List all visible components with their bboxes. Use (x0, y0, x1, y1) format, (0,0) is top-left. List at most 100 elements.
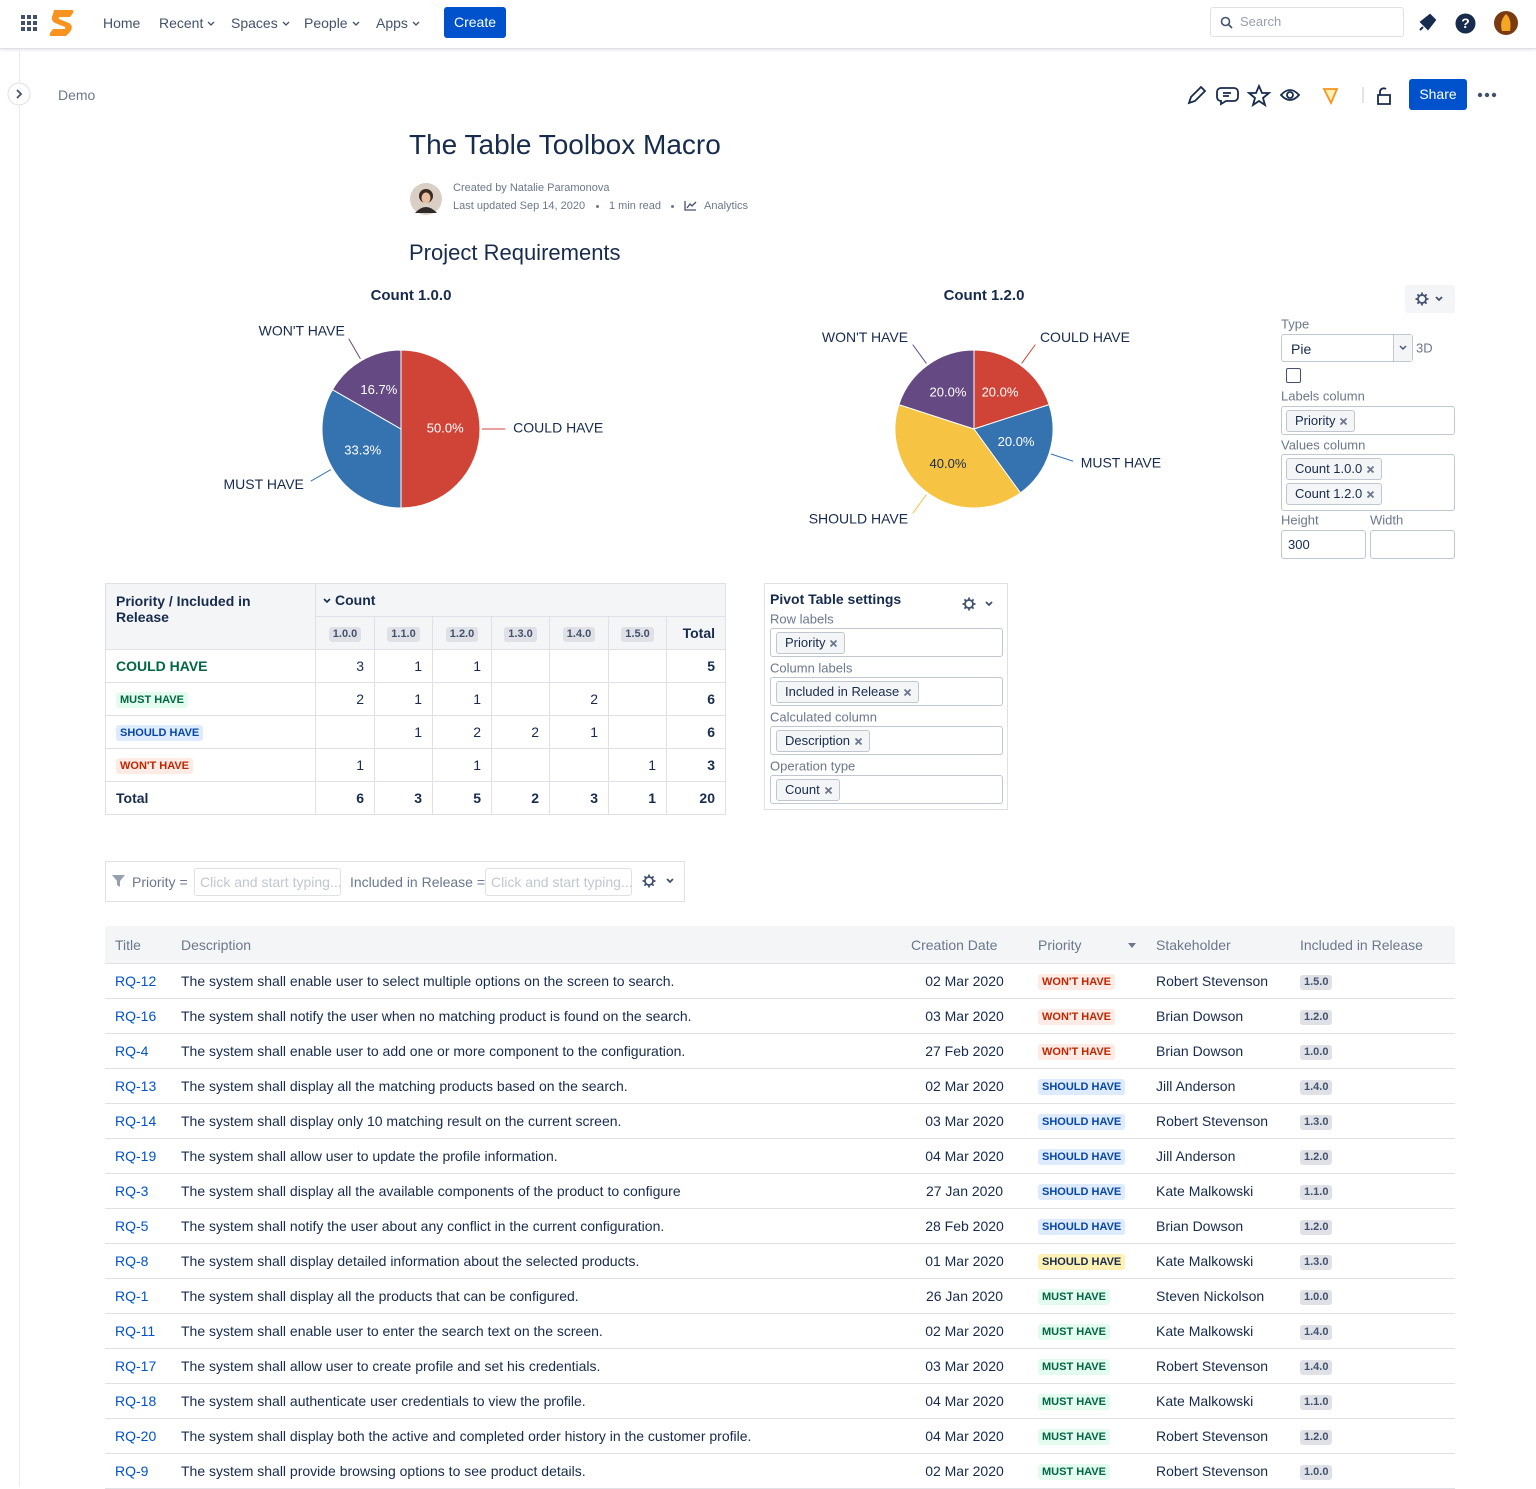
notifications-icon[interactable] (1417, 13, 1437, 33)
priority-cell: MUST HAVE (1028, 1313, 1146, 1349)
nav-item[interactable]: People (304, 14, 361, 32)
requirement-link[interactable]: RQ-17 (115, 1358, 157, 1374)
sidebar-toggle[interactable] (7, 82, 31, 106)
restrictions-icon[interactable] (1377, 87, 1391, 105)
slice-label: MUST HAVE (1081, 454, 1161, 470)
column-header[interactable]: Creation Date (901, 926, 1028, 964)
icon-part (824, 786, 832, 795)
analytics-link[interactable]: Analytics (704, 200, 749, 212)
pivot-header-row: Priority / Included in Release Count (105, 583, 726, 650)
sort-icon[interactable] (1128, 942, 1136, 949)
requirement-link[interactable]: RQ-5 (115, 1218, 149, 1234)
pivot-settings-gear[interactable] (962, 597, 996, 611)
comment-icon[interactable] (1216, 87, 1239, 106)
requirement-link[interactable]: RQ-18 (115, 1393, 157, 1409)
plugin-icon[interactable] (1322, 88, 1339, 106)
page-tools (1187, 83, 1391, 107)
priority-badge: SHOULD HAVE (1038, 1184, 1126, 1200)
release-cell: 1.3.0 (1290, 1103, 1455, 1139)
requirement-link[interactable]: RQ-4 (115, 1043, 149, 1059)
nav-item[interactable]: Spaces (231, 14, 291, 32)
create-button[interactable]: Create (444, 7, 506, 38)
icon-part (33, 21, 37, 25)
app-switcher[interactable] (20, 14, 38, 32)
chevron (352, 21, 360, 26)
column-header[interactable]: Description (171, 926, 901, 964)
breadcrumb[interactable]: Demo (58, 87, 96, 103)
logo[interactable] (48, 8, 76, 38)
requirement-link[interactable]: RQ-12 (115, 973, 157, 989)
remove-icon[interactable] (1366, 490, 1375, 499)
tag[interactable]: Count 1.0.0 (1286, 458, 1383, 480)
requirement-link[interactable]: RQ-14 (115, 1113, 157, 1129)
requirement-link[interactable]: RQ-19 (115, 1148, 157, 1164)
watch-icon[interactable] (1279, 89, 1301, 101)
tag[interactable]: Included in Release (776, 681, 920, 703)
width-input[interactable] (1370, 530, 1455, 559)
release-lozenge: 1.2.0 (445, 627, 479, 642)
icon-part (1227, 23, 1233, 29)
icon-part (1220, 16, 1231, 27)
requirement-link[interactable]: RQ-11 (115, 1323, 156, 1339)
tag[interactable]: Count (776, 779, 840, 801)
remove-icon[interactable] (1339, 417, 1348, 426)
requirement-link[interactable]: RQ-13 (115, 1078, 157, 1094)
share-button[interactable]: Share (1409, 79, 1467, 110)
nav-item[interactable]: Apps (376, 14, 421, 32)
tag[interactable]: Count 1.2.0 (1286, 483, 1383, 505)
table-row: RQ-3 The system shall display all the ava… (105, 1173, 1455, 1209)
requirement-link[interactable]: RQ-8 (115, 1253, 149, 1269)
star-icon[interactable] (1246, 83, 1272, 107)
nav-item[interactable]: Recent (159, 14, 216, 32)
pie-slice (894, 403, 1022, 509)
column-header[interactable]: Stakeholder (1146, 926, 1290, 964)
field-input[interactable]: Count (770, 775, 1003, 804)
requirement-link[interactable]: RQ-3 (115, 1183, 149, 1199)
user-avatar[interactable] (1494, 11, 1518, 35)
column-header[interactable]: Title (105, 926, 171, 964)
labels-column-input[interactable]: Priority (1281, 406, 1455, 435)
tag[interactable]: Priority (1286, 410, 1356, 432)
filter-input[interactable]: Click and start typing... (485, 868, 633, 896)
tag[interactable]: Priority (776, 632, 846, 654)
requirement-link[interactable]: RQ-1 (115, 1288, 149, 1304)
column-header[interactable]: Included in Release (1290, 926, 1455, 964)
remove-icon[interactable] (1366, 465, 1375, 474)
filter-label: Priority = (132, 874, 188, 890)
three-d-checkbox[interactable] (1286, 368, 1301, 383)
help-icon[interactable]: ? (1455, 13, 1476, 34)
field-input[interactable]: Included in Release (770, 677, 1003, 706)
filter-settings[interactable] (642, 874, 676, 888)
type-select[interactable]: Pie (1281, 334, 1413, 362)
title-cell: RQ-16 (105, 998, 171, 1034)
release-lozenge: 1.4.0 (1300, 1080, 1333, 1095)
last-updated: Last updated Sep 14, 2020 (453, 200, 586, 212)
requirement-link[interactable]: RQ-9 (115, 1463, 149, 1479)
requirement-link[interactable]: RQ-20 (115, 1428, 157, 1444)
more-actions[interactable] (1476, 89, 1498, 101)
requirement-link[interactable]: RQ-16 (115, 1008, 157, 1024)
remove-icon[interactable] (824, 786, 833, 795)
search-box[interactable]: Search (1210, 7, 1404, 37)
field-input[interactable]: Priority (770, 628, 1003, 657)
pie-slice (400, 349, 481, 509)
pivot-body: COULD HAVE 3 1 1 5 MUST HAVE 2 1 1 2 6 SHOULD HAVE 1… (105, 649, 726, 815)
edit-icon[interactable] (1187, 85, 1207, 105)
remove-icon[interactable] (854, 737, 863, 746)
stakeholder-cell: Robert Stevenson (1146, 1348, 1290, 1384)
height-input[interactable]: 300 (1281, 530, 1366, 559)
tag[interactable]: Description (776, 730, 871, 752)
watch-pupil (1286, 91, 1294, 99)
remove-icon[interactable] (903, 688, 912, 697)
field-input[interactable]: Description (770, 726, 1003, 755)
remove-icon[interactable] (829, 639, 838, 648)
column-header[interactable]: Priority (1028, 926, 1146, 964)
slice-label: COULD HAVE (513, 420, 603, 436)
pivot-measure[interactable]: Count (315, 583, 726, 617)
values-column-input[interactable]: Count 1.0.0 Count 1.2.0 (1281, 454, 1455, 511)
width-label: Width (1370, 512, 1404, 528)
chart-settings-button[interactable] (1405, 285, 1455, 313)
nav-item[interactable]: Home (103, 14, 140, 32)
filter-input[interactable]: Click and start typing... (194, 868, 342, 896)
